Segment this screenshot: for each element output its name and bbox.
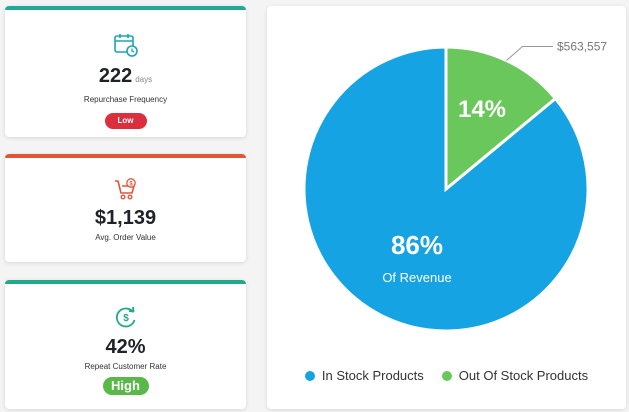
calendar-clock-icon	[113, 34, 138, 57]
slice-label-in-stock: 86%	[391, 230, 443, 260]
kpi-value: $1,139	[94, 207, 157, 229]
callout-line	[506, 46, 553, 61]
card-accent-bar	[5, 154, 246, 158]
kpi-value: 42%	[105, 336, 146, 358]
slice-sublabel-in-stock: Of Revenue	[382, 270, 451, 285]
pie-slice-out-of-stock[interactable]	[444, 45, 558, 193]
legend-item-in-stock[interactable]: In Stock Products	[304, 368, 424, 383]
kpi-card-repeat-customer-rate: $ 42% Repeat Customer Rate High	[5, 280, 246, 409]
kpi-number: 222	[98, 65, 133, 87]
chart-legend: In Stock Products Out Of Stock Products	[267, 368, 626, 383]
refresh-dollar-icon: $	[115, 306, 135, 328]
shopping-cart-dollar-icon: $	[114, 178, 136, 200]
revenue-pie-chart-card: 86% Of Revenue 14% $563,557 In Stock Produc…	[267, 6, 626, 409]
kpi-unit: days	[135, 75, 153, 84]
pie-slice-in-stock[interactable]	[302, 45, 590, 333]
legend-item-out-of-stock[interactable]: Out Of Stock Products	[441, 368, 589, 383]
svg-text:$: $	[129, 181, 133, 187]
kpi-card-avg-order-value: $ $1,139 Avg. Order Value	[5, 154, 246, 262]
kpi-value: 222 days	[5, 65, 246, 91]
kpi-label: Repurchase Frequency	[83, 95, 168, 104]
kpi-label: Repeat Customer Rate	[84, 362, 167, 371]
card-accent-bar	[5, 280, 246, 284]
legend-dot-icon	[304, 370, 315, 381]
kpi-card-repurchase-frequency: 222 days Repurchase Frequency Low	[5, 6, 246, 137]
legend-label: Out Of Stock Products	[458, 368, 589, 383]
card-accent-bar	[5, 6, 246, 10]
status-badge: Low	[104, 113, 147, 129]
legend-label: In Stock Products	[321, 368, 424, 383]
callout-value: $563,557	[557, 40, 607, 54]
svg-text:$: $	[123, 313, 129, 324]
slice-label-out-of-stock: 14%	[458, 96, 506, 123]
status-badge: High	[102, 377, 149, 395]
kpi-label: Avg. Order Value	[95, 233, 156, 242]
legend-dot-icon	[441, 370, 452, 381]
pie-chart: 86% Of Revenue 14% $563,557	[302, 40, 607, 333]
